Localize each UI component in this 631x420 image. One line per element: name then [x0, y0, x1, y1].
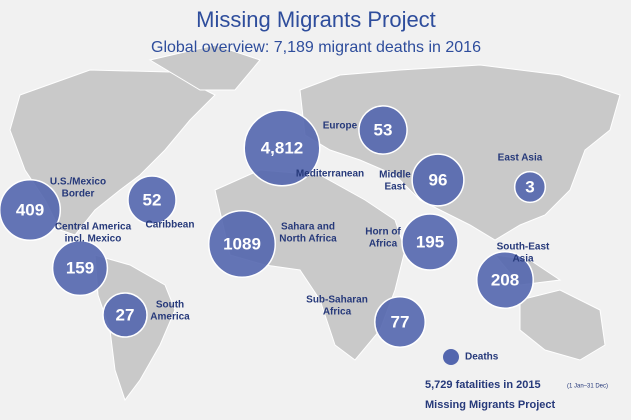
bubble	[51, 239, 109, 297]
value-label: 96	[429, 170, 448, 189]
region-label: South-East	[497, 242, 550, 253]
region-label: Asia	[512, 254, 534, 265]
bubble	[374, 296, 426, 348]
title: Missing Migrants Project	[196, 7, 436, 32]
footnote-note: (1 Jan–31 Dec)	[567, 384, 608, 390]
region-label: incl. Mexico	[65, 234, 122, 245]
region-label: Mediterranean	[296, 169, 364, 180]
region-label: Central America	[55, 222, 132, 233]
region-label: Africa	[323, 307, 352, 318]
value-label: 159	[66, 258, 94, 277]
value-label: 409	[16, 200, 44, 219]
region-label: Sub-Saharan	[306, 295, 368, 306]
bubble	[102, 292, 148, 338]
bubble	[207, 209, 277, 279]
value-label: 4,812	[261, 138, 304, 157]
bubble	[243, 109, 321, 187]
region-label: Horn of	[365, 227, 401, 238]
value-label: 195	[416, 232, 444, 251]
region-label: North Africa	[279, 234, 337, 245]
value-label: 208	[491, 270, 519, 289]
legend-label: Deaths	[465, 352, 499, 363]
value-label: 1089	[223, 234, 261, 253]
region-label: U.S./Mexico	[50, 177, 106, 188]
bubble	[0, 178, 62, 242]
region-label: Border	[62, 189, 95, 200]
region-label: East Asia	[498, 153, 543, 164]
bubble	[513, 170, 547, 204]
footnote: 5,729 fatalities in 2015	[425, 379, 541, 391]
bubble	[476, 251, 534, 309]
bubble	[401, 213, 459, 271]
value-label: 52	[143, 190, 162, 209]
region-label: South	[156, 300, 184, 311]
value-label: 27	[116, 305, 135, 324]
value-label: 3	[525, 177, 534, 196]
bubble	[358, 105, 408, 155]
region-label: America	[150, 312, 190, 323]
legend-marker	[443, 349, 459, 365]
value-label: 53	[374, 120, 393, 139]
region-label: Middle	[379, 170, 411, 181]
region-label: Europe	[323, 121, 358, 132]
bubble	[127, 175, 177, 225]
region-label: East	[384, 182, 406, 193]
source: Missing Migrants Project	[425, 399, 556, 411]
bubble	[411, 153, 465, 207]
region-label: Caribbean	[146, 220, 195, 231]
region-label: Africa	[369, 239, 398, 250]
subtitle: Global overview: 7,189 migrant deaths in…	[151, 39, 481, 56]
value-label: 77	[391, 312, 410, 331]
region-label: Sahara and	[281, 222, 335, 233]
